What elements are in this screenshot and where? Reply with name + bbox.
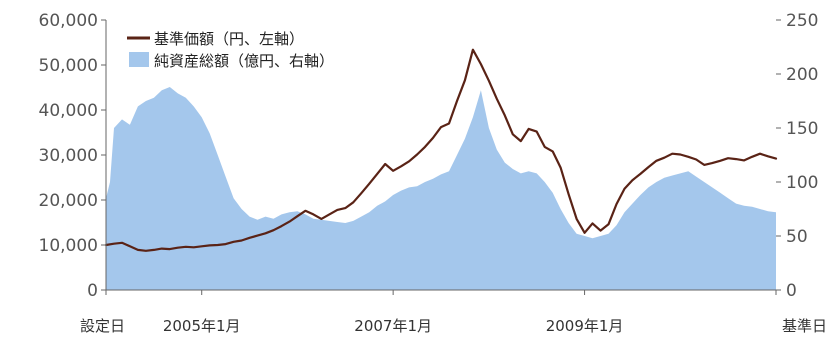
right-y-tick-label: 100 xyxy=(786,173,818,193)
right-y-tick-label: 0 xyxy=(786,281,797,301)
nav-line-layer xyxy=(104,48,778,252)
legend-assets-swatch xyxy=(129,52,149,67)
right-y-tick-label: 250 xyxy=(786,11,818,31)
x-tick-label: 2007年1月 xyxy=(354,317,432,335)
right-y-tick-label: 200 xyxy=(786,65,818,85)
axes: 60,000 50,000 40,000 30,000 20,000 10,000 0 250… xyxy=(39,11,827,335)
x-tick-label: 2005年1月 xyxy=(163,317,241,335)
nav-line xyxy=(104,48,778,252)
right-y-tick-label: 50 xyxy=(786,227,808,247)
net-assets-area xyxy=(106,87,776,290)
left-y-tick-label: 10,000 xyxy=(39,236,98,256)
x-tick-label: 基準日 xyxy=(782,317,827,335)
left-y-tick-label: 50,000 xyxy=(39,56,98,76)
legend-nav-label: 基準価額（円、左軸） xyxy=(154,30,304,48)
legend: 基準価額（円、左軸） 純資産総額（億円、右軸） xyxy=(127,30,334,70)
left-y-tick-label: 0 xyxy=(87,281,98,301)
legend-assets-label: 純資産総額（億円、右軸） xyxy=(154,52,334,70)
left-y-tick-label: 60,000 xyxy=(39,11,98,31)
x-tick-label: 設定日 xyxy=(80,317,125,335)
left-y-tick-label: 20,000 xyxy=(39,191,98,211)
left-y-tick-label: 30,000 xyxy=(39,146,98,166)
right-y-tick-label: 150 xyxy=(786,119,818,139)
left-y-tick-label: 40,000 xyxy=(39,101,98,121)
x-tick-label: 2009年1月 xyxy=(546,317,624,335)
net-assets-area-layer xyxy=(106,87,776,290)
